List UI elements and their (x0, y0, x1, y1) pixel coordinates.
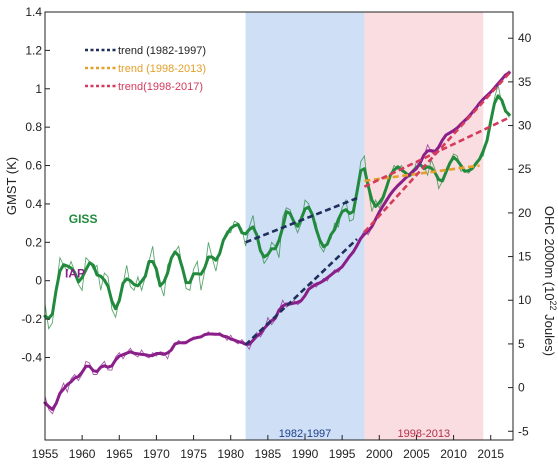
axes: 1955 1960 1965 1970 1975 1980 1985 1990 1995 2000… (4, 5, 558, 461)
period-label-1998-2013: 1998-2013 (398, 428, 451, 440)
x-tick-label-1970: 1970 (143, 447, 170, 461)
trend-line-trend-1998-2017-right (363, 72, 511, 233)
x-tick-label-1955: 1955 (32, 447, 59, 461)
right-axis-label-suffix: Joules) (542, 311, 557, 357)
x-tick-label-2000: 2000 (366, 447, 393, 461)
right-tick-label-5: 5 (518, 337, 525, 351)
left-tick-label-0-8: 0.8 (25, 120, 42, 134)
x-tick-label-1975: 1975 (180, 447, 207, 461)
x-tick-label-2010: 2010 (440, 447, 467, 461)
plot-frame (44, 11, 514, 441)
left-tick-label-0-4: -0.4 (21, 350, 42, 364)
left-tick-label-0-4: 0.4 (25, 197, 42, 211)
left-axis-label: GMST (K) (4, 157, 19, 215)
x-tick-label-1985: 1985 (255, 447, 282, 461)
x-tick-label-1960: 1960 (69, 447, 96, 461)
series-label-iap: IAP (65, 267, 85, 281)
x-tick-label-1980: 1980 (217, 447, 244, 461)
legend: trend (1982-1997) trend (1998-2013) trend(… (85, 45, 206, 93)
x-tick-label-1995: 1995 (329, 447, 356, 461)
right-axis-label-prefix: OHC 2000m (10 (542, 206, 557, 301)
left-tick-label-0: 0 (35, 274, 42, 288)
right-axis-label: OHC 2000m (1022 Joules) (542, 206, 558, 356)
legend-label-2: trend(1998-2017) (118, 81, 203, 93)
right-tick-label-5: -5 (518, 424, 529, 438)
trend-line-trend-1982-1997-left (245, 196, 358, 244)
left-tick-label-0-2: -0.2 (21, 312, 42, 326)
x-tick-label-2005: 2005 (403, 447, 430, 461)
right-tick-label-30: 30 (518, 119, 532, 133)
left-tick-label-1-4: 1.4 (25, 5, 42, 19)
right-tick-label-25: 25 (518, 162, 532, 176)
legend-label-1: trend (1998-2013) (118, 63, 206, 75)
right-tick-label-10: 10 (518, 293, 532, 307)
left-tick-label-0-2: 0.2 (25, 235, 42, 249)
right-tick-label-20: 20 (518, 206, 532, 220)
series-giss-smoothed (43, 94, 511, 320)
right-axis-label-exponent: 22 (548, 301, 558, 311)
trend-lines (244, 72, 511, 346)
period-band-1982-1997 (245, 12, 365, 440)
x-tick-label-1990: 1990 (292, 447, 319, 461)
left-tick-label-0-6: 0.6 (25, 159, 42, 173)
left-tick-label-1: 1 (35, 82, 42, 96)
period-label-1982-1997: 1982-1997 (279, 428, 332, 440)
left-tick-label-1-2: 1.2 (25, 43, 42, 57)
right-tick-label-40: 40 (518, 31, 532, 45)
series-label-giss: GISS (69, 212, 98, 226)
right-tick-label-35: 35 (518, 75, 532, 89)
x-tick-label-2015: 2015 (477, 447, 504, 461)
x-tick-label-1965: 1965 (106, 447, 133, 461)
period-band-1998-2013 (364, 12, 484, 440)
trend-line-trend-1982-1997-right (244, 238, 358, 346)
shaded-periods: 1982-1997 1998-2013 (245, 12, 484, 440)
text-labels: GISS IAP (65, 212, 97, 280)
right-tick-label-15: 15 (518, 250, 532, 264)
legend-label-0: trend (1982-1997) (118, 45, 206, 57)
right-tick-label-0: 0 (518, 381, 525, 395)
